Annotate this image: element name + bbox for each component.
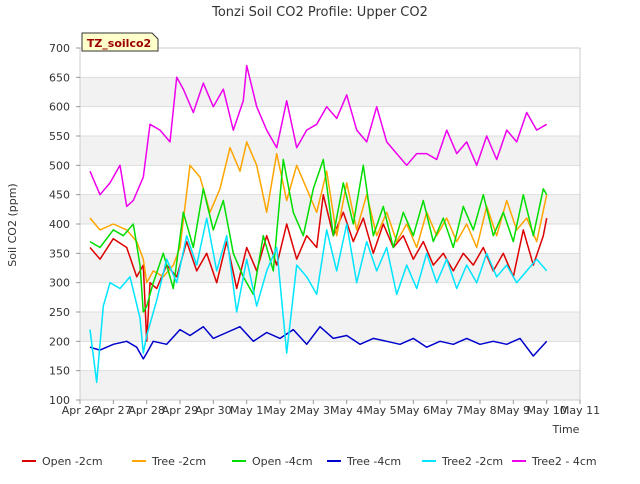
y-tick-labels: 100 150 200 250 300 350 400 450 500 550 600 650 700 xyxy=(49,42,80,407)
x-tick-label: May 3 xyxy=(297,404,330,417)
x-tick-label: Apr 30 xyxy=(195,404,232,417)
plot-band xyxy=(80,136,580,166)
y-tick-label: 100 xyxy=(49,394,70,407)
plot-band xyxy=(80,253,580,283)
legend-label: Open -2cm xyxy=(42,455,103,468)
y-tick-label: 700 xyxy=(49,42,70,55)
x-tick-label: Apr 27 xyxy=(95,404,132,417)
x-tick-label: Apr 29 xyxy=(162,404,199,417)
x-tick-label: May 2 xyxy=(263,404,296,417)
series-line-1 xyxy=(89,141,548,284)
x-tick-label: May 6 xyxy=(397,404,430,417)
x-tick-label: May 4 xyxy=(330,404,363,417)
plot-band xyxy=(80,312,580,342)
plot-band xyxy=(80,77,580,107)
y-tick-label: 500 xyxy=(49,159,70,172)
chart-title: Tonzi Soil CO2 Profile: Upper CO2 xyxy=(211,5,428,20)
legend-label: Tree2 - 4cm xyxy=(531,455,597,468)
plot-band xyxy=(80,370,580,400)
legend-label: Tree -2cm xyxy=(151,455,206,468)
legend-label: Open -4cm xyxy=(252,455,313,468)
y-tick-label: 550 xyxy=(49,130,70,143)
x-tick-label: May 11 xyxy=(560,404,600,417)
x-axis-label: Time xyxy=(552,423,580,436)
x-tick-label: May 1 xyxy=(230,404,263,417)
x-tick-label: May 7 xyxy=(430,404,463,417)
x-tick-label: Apr 28 xyxy=(128,404,165,417)
series-line-3 xyxy=(89,325,548,360)
series-layer xyxy=(89,64,548,384)
y-tick-label: 300 xyxy=(49,277,70,290)
x-tick-label: May 10 xyxy=(527,404,567,417)
series-line-2 xyxy=(89,158,548,313)
y-tick-label: 150 xyxy=(49,365,70,378)
badge: TZ_soilco2 xyxy=(81,32,159,52)
y-tick-label: 400 xyxy=(49,218,70,231)
plot-band xyxy=(80,48,580,78)
x-tick-label: May 8 xyxy=(463,404,496,417)
series-line-5 xyxy=(89,64,548,208)
y-axis-label: Soil CO2 (ppm) xyxy=(6,183,19,266)
plot-band xyxy=(80,224,580,254)
y-tick-label: 650 xyxy=(49,71,70,84)
y-tick-label: 450 xyxy=(49,189,70,202)
badge-text: TZ_soilco2 xyxy=(87,37,151,50)
series-line-4 xyxy=(89,217,548,384)
plot-band xyxy=(80,282,580,312)
x-tick-label: May 5 xyxy=(363,404,396,417)
legend-label: Tree2 -2cm xyxy=(441,455,503,468)
series-line-0 xyxy=(89,193,548,343)
badge-box xyxy=(81,32,159,52)
x-tick-label: Apr 26 xyxy=(62,404,99,417)
y-tick-label: 200 xyxy=(49,335,70,348)
x-tick-label: May 9 xyxy=(497,404,530,417)
y-tick-label: 350 xyxy=(49,247,70,260)
legend: Open -2cm Tree -2cm Open -4cm Tree -4cm Tree… xyxy=(22,455,597,468)
plot-band xyxy=(80,341,580,371)
legend-label: Tree -4cm xyxy=(346,455,401,468)
y-tick-label: 600 xyxy=(49,101,70,114)
y-tick-label: 250 xyxy=(49,306,70,319)
